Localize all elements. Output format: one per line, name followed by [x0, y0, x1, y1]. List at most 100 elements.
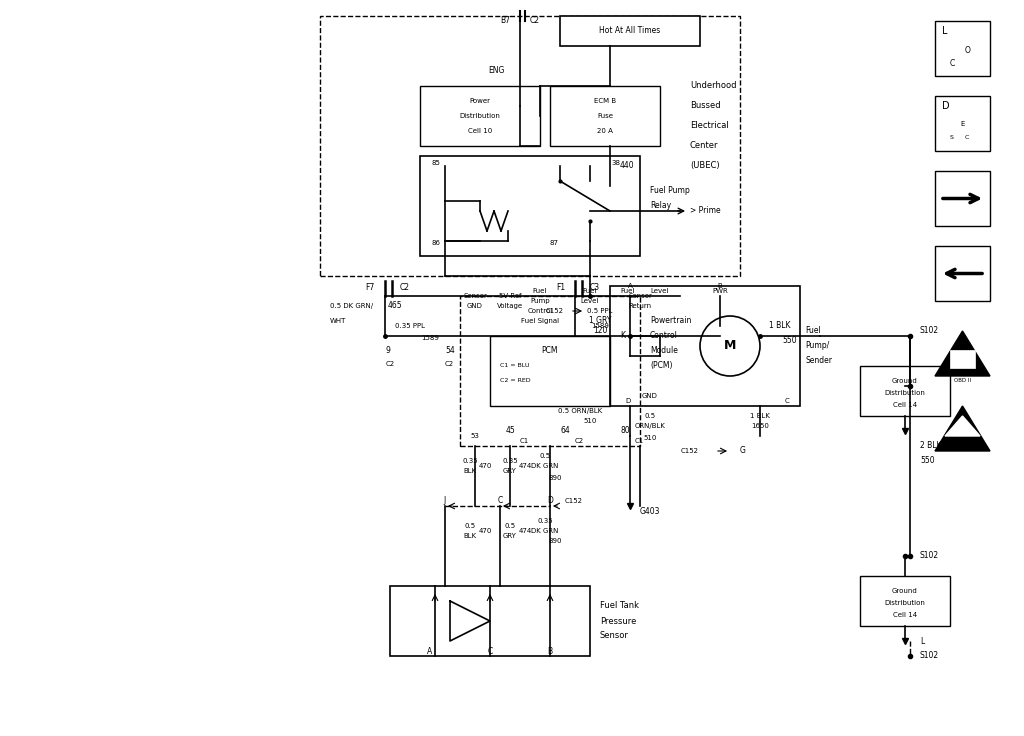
Text: C2: C2 — [400, 283, 410, 292]
Text: Fuel Pump: Fuel Pump — [650, 186, 690, 196]
Bar — [550, 86, 660, 146]
Text: 0.35: 0.35 — [462, 458, 478, 464]
Bar — [390, 586, 590, 656]
Text: C1: C1 — [520, 438, 529, 444]
Text: Voltage: Voltage — [497, 303, 523, 309]
Bar — [420, 156, 640, 256]
Text: Fuse: Fuse — [597, 113, 613, 119]
Text: 80: 80 — [621, 426, 630, 436]
Text: 20 A: 20 A — [597, 128, 613, 134]
Text: F7: F7 — [366, 283, 375, 292]
Bar — [610, 286, 800, 406]
Text: 510: 510 — [584, 418, 597, 424]
Text: 0.5: 0.5 — [644, 413, 655, 419]
Text: Level: Level — [581, 298, 599, 304]
Polygon shape — [450, 601, 490, 641]
Bar — [950, 350, 975, 368]
Text: Electrical: Electrical — [690, 121, 729, 130]
Text: 85: 85 — [432, 160, 441, 166]
Text: 440: 440 — [620, 161, 635, 171]
Text: Control: Control — [650, 331, 678, 341]
Text: S102: S102 — [920, 651, 939, 660]
Text: ENG: ENG — [488, 66, 505, 76]
Text: M: M — [724, 339, 736, 353]
Bar — [490, 336, 610, 406]
Text: 1589: 1589 — [421, 335, 439, 341]
Text: Hot At All Times: Hot At All Times — [599, 26, 660, 35]
Bar — [935, 171, 990, 226]
Text: C2: C2 — [530, 16, 540, 26]
Text: Underhood: Underhood — [690, 82, 736, 91]
Text: F1: F1 — [556, 283, 565, 292]
Text: 0.5 PPL: 0.5 PPL — [587, 308, 612, 314]
Text: 470: 470 — [478, 463, 492, 469]
Text: BLK: BLK — [464, 468, 476, 474]
Text: C152: C152 — [681, 448, 699, 454]
Text: G403: G403 — [640, 506, 660, 515]
Text: D: D — [942, 101, 949, 111]
Text: DK GRN: DK GRN — [531, 463, 559, 469]
Text: B7: B7 — [500, 16, 510, 26]
Text: O: O — [965, 46, 971, 55]
Text: L: L — [920, 637, 925, 645]
Text: 1 GRY: 1 GRY — [589, 316, 611, 325]
Text: 0.5 ORN/BLK: 0.5 ORN/BLK — [558, 408, 602, 414]
Text: C152: C152 — [565, 498, 583, 504]
Text: ECM B: ECM B — [594, 98, 616, 104]
Text: DK GRN: DK GRN — [531, 528, 559, 534]
Text: 1589: 1589 — [591, 323, 609, 329]
Text: PWR: PWR — [712, 288, 728, 294]
Text: 0.5: 0.5 — [540, 453, 551, 459]
Text: C3: C3 — [590, 283, 600, 292]
Text: Sensor: Sensor — [463, 293, 487, 299]
Text: 38: 38 — [611, 160, 620, 166]
Text: C: C — [498, 497, 503, 506]
Text: (PCM): (PCM) — [650, 361, 673, 370]
Text: > Prime: > Prime — [690, 207, 721, 216]
Polygon shape — [935, 406, 990, 451]
Text: Powertrain: Powertrain — [650, 316, 691, 325]
Text: Return: Return — [629, 303, 651, 309]
Text: B: B — [548, 646, 553, 656]
Text: Module: Module — [650, 347, 678, 355]
Text: Sensor: Sensor — [628, 293, 652, 299]
Text: 2 BLK: 2 BLK — [920, 442, 941, 450]
Text: BLK: BLK — [464, 533, 476, 539]
Bar — [420, 86, 540, 146]
Text: Relay: Relay — [650, 202, 671, 210]
Text: 890: 890 — [548, 475, 562, 481]
Text: 64: 64 — [560, 426, 570, 436]
Text: S102: S102 — [920, 551, 939, 561]
Text: 0.5: 0.5 — [505, 523, 515, 529]
Text: C: C — [965, 135, 970, 141]
Text: Ground: Ground — [892, 378, 918, 384]
Text: Cell 14: Cell 14 — [893, 612, 918, 618]
Text: Pressure: Pressure — [600, 617, 636, 626]
Text: 0.35: 0.35 — [538, 518, 553, 524]
Text: K: K — [620, 331, 625, 341]
Text: 1650: 1650 — [751, 423, 769, 429]
Polygon shape — [945, 416, 980, 436]
Text: 474: 474 — [518, 528, 531, 534]
Text: 550: 550 — [920, 456, 935, 465]
Text: C: C — [950, 60, 955, 68]
Text: 890: 890 — [548, 538, 562, 544]
Text: 474: 474 — [518, 463, 531, 469]
Text: A: A — [427, 646, 432, 656]
Text: D: D — [625, 398, 630, 404]
Text: G: G — [740, 447, 745, 456]
Bar — [935, 21, 990, 76]
Bar — [935, 96, 990, 151]
Text: (UBEC): (UBEC) — [690, 161, 720, 171]
Text: 1 BLK: 1 BLK — [769, 322, 791, 330]
Text: Cell 14: Cell 14 — [893, 402, 918, 408]
Text: 0.35 PPL: 0.35 PPL — [395, 323, 425, 329]
Text: Cell 10: Cell 10 — [468, 128, 493, 134]
Text: OBD II: OBD II — [954, 378, 971, 383]
Text: GND: GND — [467, 303, 483, 309]
Text: Sender: Sender — [805, 356, 831, 366]
Text: C152: C152 — [546, 308, 564, 314]
Text: Pump/: Pump/ — [805, 342, 829, 350]
Text: Distribution: Distribution — [885, 390, 926, 396]
Text: 5V Ref: 5V Ref — [499, 293, 521, 299]
